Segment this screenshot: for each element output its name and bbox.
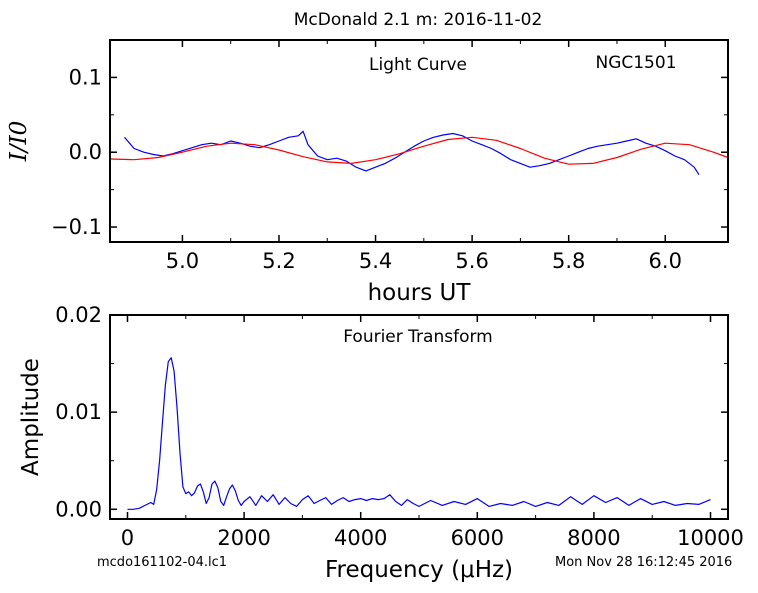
figure-title: McDonald 2.1 m: 2016-11-02 <box>294 10 543 30</box>
y-axis-label: I/I0 <box>6 121 32 163</box>
x-tick-label: 8000 <box>567 526 620 550</box>
chart-annotation: Fourier Transform <box>343 327 492 347</box>
light-curve-line <box>124 130 700 176</box>
fourier-transform-panel: 0 2000 4000 6000 8000 10000 0.00 0.01 0.02 Fourie… <box>18 303 744 583</box>
y-tick-label: 0.1 <box>69 65 102 89</box>
y-tick-label: 0.0 <box>69 140 102 164</box>
x-axis-label: hours UT <box>368 280 472 306</box>
x-tick-label: 5.6 <box>455 249 488 273</box>
fourier-amplitude-line <box>127 357 711 510</box>
fit-curve-line <box>109 136 729 165</box>
chart-annotation: Light Curve <box>369 55 467 75</box>
plot-frame <box>109 39 729 243</box>
footer-filename: mcdo161102-04.lc1 <box>97 555 228 570</box>
x-tick-label: 2000 <box>217 526 270 550</box>
x-tick-label: 5.0 <box>166 249 199 273</box>
x-axis-label: Frequency (μHz) <box>325 557 513 583</box>
y-tick-label: 0.01 <box>55 400 102 424</box>
y-axis-label: Amplitude <box>18 358 44 476</box>
footer-timestamp: Mon Nov 28 16:12:45 2016 <box>555 555 733 570</box>
x-tick-label: 0 <box>121 526 134 550</box>
x-tick-label: 6.0 <box>649 249 682 273</box>
x-tick-label: 6000 <box>451 526 504 550</box>
x-tick-label: 5.8 <box>552 249 585 273</box>
light-curve-panel: 5.0 5.2 5.4 5.6 5.8 6.0 0.1 0.0 −0.1 Light Curve N… <box>6 39 729 306</box>
y-tick-label: 0.00 <box>55 497 102 521</box>
y-tick-label: 0.02 <box>55 303 102 327</box>
x-tick-label: 4000 <box>334 526 387 550</box>
x-tick-label: 10000 <box>677 526 744 550</box>
x-tick-label: 5.2 <box>262 249 295 273</box>
x-tick-label: 5.4 <box>359 249 392 273</box>
chart-annotation: NGC1501 <box>595 53 676 73</box>
y-tick-label: −0.1 <box>51 215 102 239</box>
